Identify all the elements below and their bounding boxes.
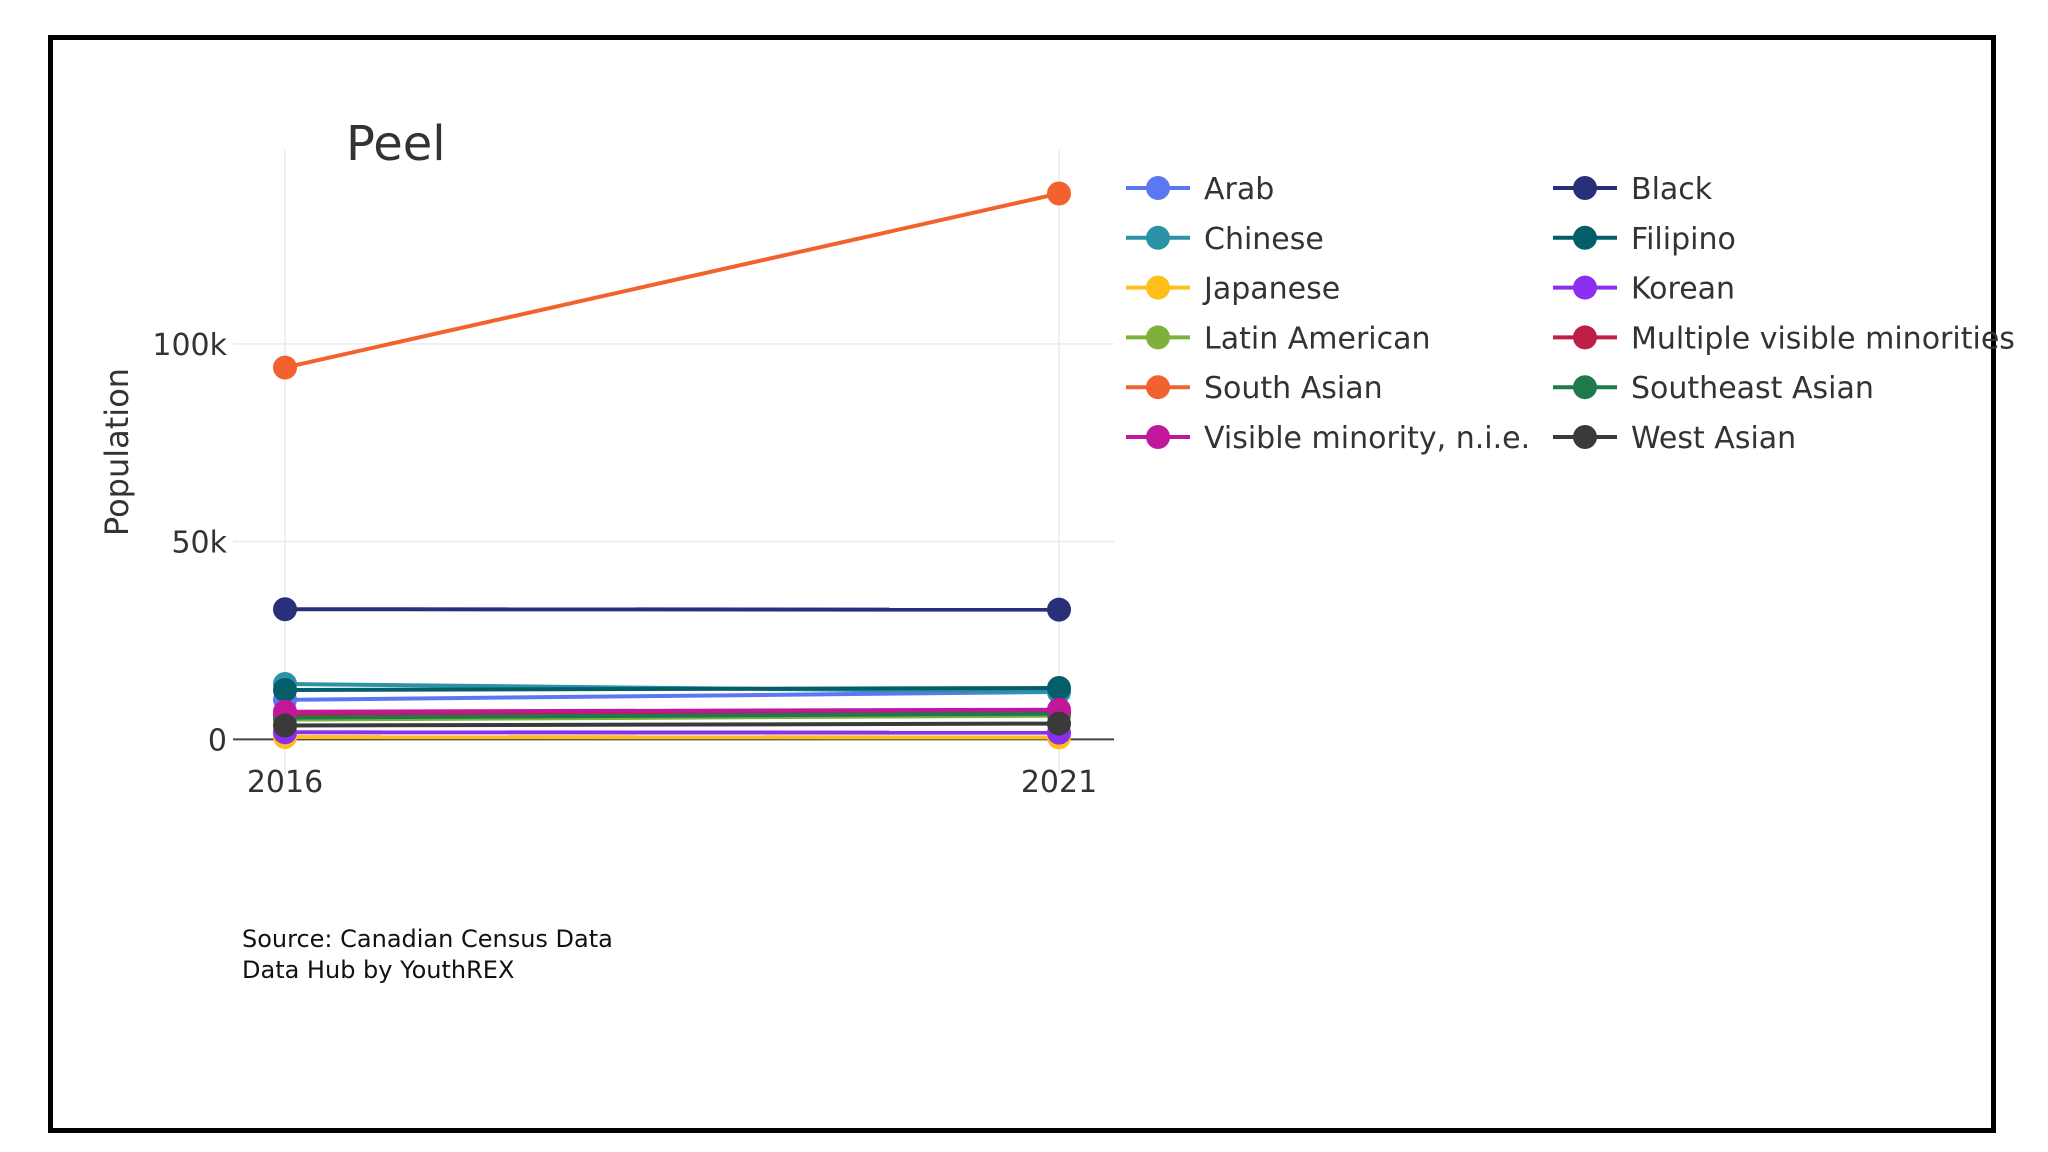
legend-item[interactable]: Black — [1553, 172, 1713, 207]
y-tick-label: 0 — [208, 723, 227, 758]
legend-item[interactable]: South Asian — [1126, 371, 1383, 406]
series-line — [284, 685, 1060, 692]
y-axis-title: Population — [98, 368, 136, 536]
legend-swatch-marker — [1146, 225, 1170, 250]
series-line — [284, 191, 1060, 370]
chart-title: Peel — [346, 116, 446, 172]
series-line — [284, 711, 1060, 720]
legend-swatch-marker — [1573, 375, 1597, 400]
legend-swatch-marker — [1573, 275, 1597, 300]
legend-item[interactable]: Multiple visible minorities — [1553, 321, 2015, 356]
legend-item[interactable]: Korean — [1553, 272, 1735, 307]
y-tick-label: 100k — [152, 328, 227, 363]
legend[interactable]: Arab Black Chinese Filipino Japanese Korean La… — [1126, 172, 2015, 456]
legend-label: Visible minority, n.i.e. — [1204, 421, 1530, 456]
series-layer — [273, 181, 1071, 750]
legend-item[interactable]: Arab — [1126, 172, 1274, 207]
legend-swatch-marker — [1573, 425, 1597, 449]
data-point[interactable] — [1047, 597, 1071, 622]
legend-item[interactable]: West Asian — [1553, 421, 1796, 456]
legend-label: Multiple visible minorities — [1631, 321, 2015, 356]
legend-item[interactable]: Visible minority, n.i.e. — [1126, 421, 1530, 456]
series-west-asian[interactable] — [273, 711, 1071, 738]
axes: 0 50k 100k 2016 2021 — [152, 328, 1114, 800]
legend-label: Filipino — [1631, 222, 1736, 257]
legend-label: Chinese — [1204, 222, 1324, 257]
legend-label: South Asian — [1204, 371, 1383, 406]
legend-swatch-marker — [1146, 375, 1170, 400]
legend-swatch-marker — [1573, 325, 1597, 350]
legend-swatch-marker — [1146, 425, 1170, 449]
credit-line: Data Hub by YouthREX — [242, 956, 515, 984]
legend-label: Arab — [1204, 172, 1274, 207]
figure-frame — [48, 35, 1996, 1133]
series-filipino[interactable] — [273, 675, 1071, 702]
x-tick-label: 2021 — [1021, 765, 1097, 800]
data-point[interactable] — [273, 677, 297, 702]
legend-label: Black — [1631, 172, 1713, 207]
legend-label: Korean — [1631, 272, 1735, 307]
series-line — [284, 707, 1060, 714]
legend-item[interactable]: Japanese — [1126, 272, 1340, 307]
legend-swatch-marker — [1146, 325, 1170, 350]
source-line: Source: Canadian Census Data — [242, 925, 613, 953]
legend-label: Japanese — [1202, 272, 1340, 307]
legend-swatch-marker — [1146, 176, 1170, 200]
series-japanese[interactable] — [273, 725, 1071, 750]
legend-swatch-marker — [1573, 176, 1597, 200]
x-tick-label: 2016 — [247, 765, 323, 800]
legend-label: Latin American — [1204, 321, 1431, 356]
source-note: Source: Canadian Census Data Data Hub by… — [242, 924, 613, 986]
series-black[interactable] — [273, 597, 1071, 622]
data-point[interactable] — [273, 713, 297, 738]
legend-item[interactable]: Latin American — [1126, 321, 1431, 356]
y-tick-label: 50k — [171, 526, 227, 561]
legend-item[interactable]: Southeast Asian — [1553, 371, 1874, 406]
legend-swatch-marker — [1146, 275, 1170, 300]
series-line — [284, 689, 1060, 702]
legend-label: West Asian — [1631, 421, 1796, 456]
data-point[interactable] — [273, 597, 297, 622]
data-point[interactable] — [1047, 711, 1071, 736]
data-point[interactable] — [1047, 181, 1071, 206]
legend-item[interactable]: Chinese — [1126, 222, 1324, 257]
data-point[interactable] — [1047, 675, 1071, 700]
data-point[interactable] — [273, 355, 297, 380]
gridlines — [233, 150, 1114, 775]
legend-item[interactable]: Filipino — [1553, 222, 1736, 257]
series-south-asian[interactable] — [273, 181, 1071, 380]
series-line — [284, 721, 1060, 728]
legend-swatch-marker — [1573, 225, 1597, 250]
legend-label: Southeast Asian — [1631, 371, 1874, 406]
